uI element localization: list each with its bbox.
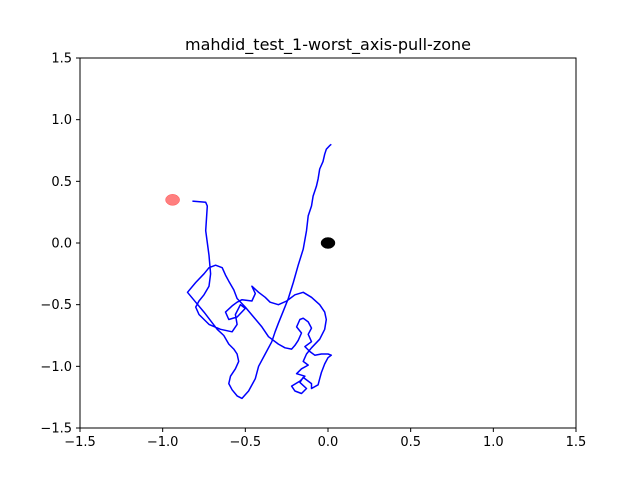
y-tick-label: 1.0 — [51, 113, 72, 128]
y-tick-label: −0.5 — [40, 298, 72, 313]
x-tick-label: 0.0 — [318, 435, 339, 450]
x-tick-label: 1.0 — [483, 435, 504, 450]
start-marker — [165, 194, 180, 206]
trajectory-line — [186, 143, 333, 400]
end-marker — [320, 237, 336, 249]
y-tick-label: 0.5 — [51, 175, 72, 190]
x-tick-label: −1.5 — [64, 435, 96, 450]
y-tick-label: 0.0 — [51, 237, 72, 252]
y-tick-label: −1.5 — [40, 422, 72, 437]
x-axis: −1.5 −1.0 −0.5 0.0 0.5 1.0 1.5 — [64, 428, 586, 450]
y-tick-label: 1.5 — [51, 52, 72, 67]
plot-area — [165, 143, 336, 400]
x-tick-label: −1.0 — [147, 435, 179, 450]
x-tick-label: 1.5 — [566, 435, 587, 450]
x-tick-label: −0.5 — [230, 435, 262, 450]
y-axis: −1.5 −1.0 −0.5 0.0 0.5 1.0 1.5 — [40, 52, 80, 437]
x-tick-label: 0.5 — [400, 435, 421, 450]
chart-title: mahdid_test_1-worst_axis-pull-zone — [185, 35, 471, 55]
y-tick-label: −1.0 — [40, 360, 72, 375]
